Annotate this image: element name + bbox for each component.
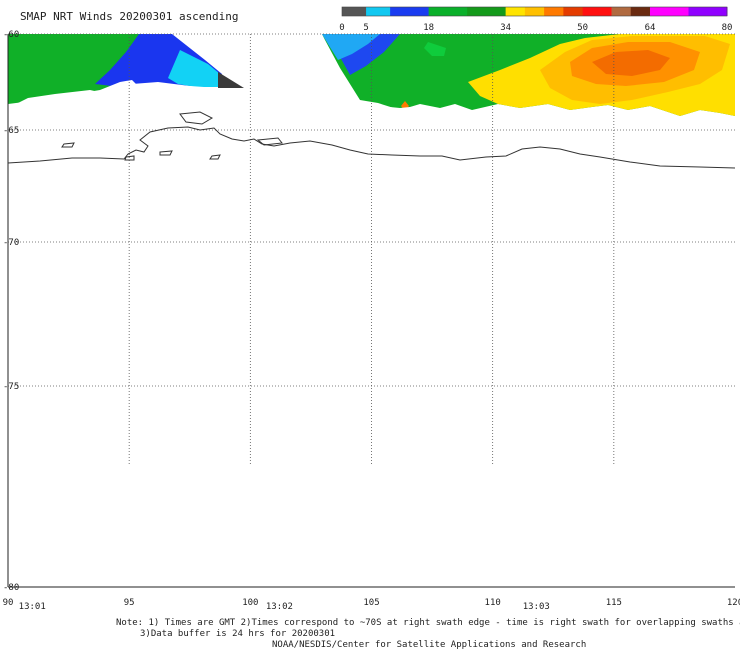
lat-tick-label: -60	[3, 30, 19, 40]
coastline-island	[61, 142, 75, 148]
lat-tick-label: -70	[3, 238, 19, 248]
colorbar-segment	[544, 7, 564, 16]
lat-tick-label: -75	[3, 382, 19, 392]
swath-right-dark-orange	[592, 50, 670, 76]
lon-tick-label: 90	[3, 598, 14, 608]
lon-tick-label: 105	[363, 598, 379, 608]
wind-swath	[8, 34, 735, 130]
swath-edge-clips	[8, 80, 735, 130]
colorbar-tick-label: 0	[339, 23, 344, 33]
colorbar-segment	[505, 7, 526, 16]
swath-left-gray-edge	[218, 72, 244, 88]
colorbar-segment	[611, 7, 632, 16]
colorbar-frame	[341, 6, 728, 17]
lat-tick-label: -80	[3, 583, 19, 593]
colorbar-segment	[688, 7, 728, 16]
colorbar-segment	[630, 7, 651, 16]
colorbar-segment	[563, 7, 584, 16]
colorbar-segment	[650, 7, 689, 16]
lat-tick-label: -65	[3, 126, 19, 136]
coastline-island	[209, 154, 221, 160]
colorbar-tick-label: 50	[577, 23, 588, 33]
colorbar-segment	[582, 7, 612, 16]
colorbar-segment	[467, 7, 507, 16]
lon-tick-label: 100	[242, 598, 258, 608]
swath-right-cyan	[322, 34, 380, 60]
colorbar-tick-label: 34	[500, 23, 511, 33]
figure-title: SMAP NRT Winds 20200301 ascending	[20, 10, 239, 23]
swath-edge-clip	[360, 102, 735, 130]
lon-tick-label: 110	[485, 598, 501, 608]
coastline-island	[179, 111, 214, 125]
colorbar-segment	[428, 7, 468, 16]
colorbar-segment	[366, 7, 391, 16]
note-line-3: NOAA/NESDIS/Center for Satellite Applica…	[272, 640, 586, 650]
colorbar-segment	[342, 7, 367, 16]
colorbar-segment	[524, 7, 545, 16]
colorbar-segment	[390, 7, 430, 16]
coastline	[7, 111, 736, 169]
coastline-island	[159, 150, 173, 156]
swath-time-label: 13:02	[266, 602, 293, 612]
swath-time-label: 13:03	[523, 602, 550, 612]
swath-left-cyan	[168, 50, 220, 87]
lon-tick-label: 95	[124, 598, 135, 608]
figure-notes: Note: 1) Times are GMT 2)Times correspon…	[116, 618, 740, 650]
swath-edge-clip	[8, 80, 244, 130]
swath-time-label: 13:01	[19, 602, 46, 612]
colorbar-tick-label: 80	[722, 23, 733, 33]
coastline-island	[256, 137, 283, 146]
colorbar: 0 5 18 34 50 64 80	[339, 6, 733, 33]
note-line-2: 3)Data buffer is 24 hrs for 20200301	[140, 629, 335, 639]
map-axes: -60 -65 -70 -75 -80 90 95 100 105 110 115 120 13:01 1…	[3, 30, 740, 612]
colorbar-tick-label: 5	[363, 23, 368, 33]
note-line-1: Note: 1) Times are GMT 2)Times correspon…	[116, 618, 740, 628]
coastline-main	[7, 126, 736, 169]
lon-tick-label: 115	[606, 598, 622, 608]
swath-right	[322, 34, 735, 116]
lon-tick-label: 120	[727, 598, 740, 608]
colorbar-tick-label: 18	[423, 23, 434, 33]
colorbar-tick-label: 64	[645, 23, 656, 33]
swath-right-light-green	[424, 42, 446, 56]
coastline-island	[124, 155, 135, 161]
swath-left	[8, 34, 244, 108]
